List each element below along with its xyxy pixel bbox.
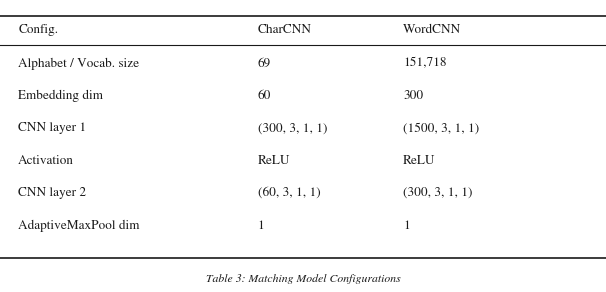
Text: 1: 1 — [258, 220, 264, 232]
Text: AdaptiveMaxPool dim: AdaptiveMaxPool dim — [18, 220, 139, 232]
Text: ReLU: ReLU — [258, 155, 290, 167]
Text: Activation: Activation — [18, 155, 74, 167]
Text: Config.: Config. — [18, 24, 58, 36]
Text: CNN layer 1: CNN layer 1 — [18, 122, 86, 135]
Text: (300, 3, 1, 1): (300, 3, 1, 1) — [403, 187, 473, 199]
Text: Embedding dim: Embedding dim — [18, 90, 103, 102]
Text: 69: 69 — [258, 58, 271, 69]
Text: 60: 60 — [258, 90, 271, 102]
Text: CharCNN: CharCNN — [258, 24, 311, 36]
Text: (1500, 3, 1, 1): (1500, 3, 1, 1) — [403, 123, 479, 134]
Text: 1: 1 — [403, 220, 410, 232]
Text: Alphabet / Vocab. size: Alphabet / Vocab. size — [18, 58, 139, 70]
Text: (300, 3, 1, 1): (300, 3, 1, 1) — [258, 123, 327, 134]
Text: 151,718: 151,718 — [403, 58, 447, 69]
Text: CNN layer 2: CNN layer 2 — [18, 187, 86, 199]
Text: WordCNN: WordCNN — [403, 24, 461, 36]
Text: (60, 3, 1, 1): (60, 3, 1, 1) — [258, 187, 321, 199]
Text: ReLU: ReLU — [403, 155, 436, 167]
Text: Table 3: Matching Model Configurations: Table 3: Matching Model Configurations — [205, 274, 401, 284]
Text: 300: 300 — [403, 90, 423, 102]
